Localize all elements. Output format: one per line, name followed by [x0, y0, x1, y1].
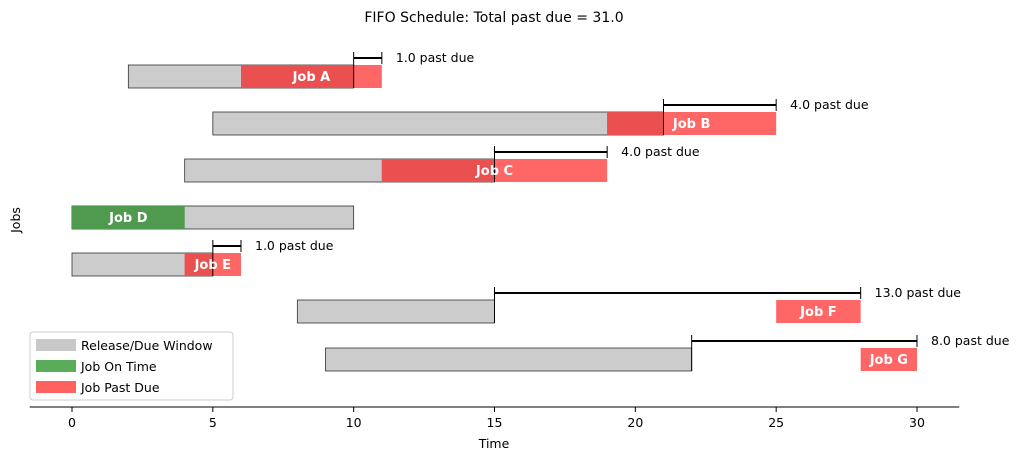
- job-g-execution-bar: [860, 348, 917, 371]
- job-b-window-bar: [212, 111, 664, 136]
- job-bars: 1.0 past due Job A 4.0 past due Job B 4.0 pa…: [71, 50, 1010, 372]
- job-e-overlap-bar: [184, 253, 213, 276]
- x-tick-label: 0: [68, 415, 76, 430]
- job-b-label: Job B: [672, 117, 711, 132]
- legend-label-release-due-window: Release/Due Window: [81, 338, 213, 353]
- legend-swatch-job-past-due: [36, 381, 76, 393]
- job-f-past-due-label: 13.0 past due: [875, 285, 962, 300]
- legend-label-job-on-time: Job On Time: [80, 359, 157, 374]
- legend-label-job-past-due: Job Past Due: [80, 380, 160, 395]
- job-g-label: Job G: [869, 353, 908, 368]
- job-d-execution-bar: [72, 206, 185, 229]
- job-d-label: Job D: [108, 211, 148, 226]
- job-c-overlap-bar: [381, 159, 495, 182]
- y-axis-label: Jobs: [8, 207, 23, 234]
- job-g-window-bar: [325, 347, 693, 372]
- job-g-past-due-label: 8.0 past due: [931, 333, 1010, 348]
- job-b-past-due-label: 4.0 past due: [790, 97, 869, 112]
- x-tick-label: 10: [346, 415, 362, 430]
- x-tick-label: 15: [487, 415, 503, 430]
- job-f-window-bar: [296, 299, 495, 324]
- x-tick-label: 20: [627, 415, 643, 430]
- legend-box: [29, 331, 234, 401]
- job-f-label: Job F: [799, 305, 836, 320]
- job-c-label: Job C: [475, 164, 513, 179]
- job-e-label: Job E: [194, 258, 231, 273]
- x-tick-label: 5: [209, 415, 217, 430]
- job-e-past-due-label: 1.0 past due: [255, 238, 334, 253]
- job-a-past-due-label: 1.0 past due: [396, 50, 475, 65]
- chart-title: FIFO Schedule: Total past due = 31.0: [364, 10, 623, 26]
- job-a-label: Job A: [292, 70, 331, 85]
- legend-swatch-release-due-window: [36, 339, 76, 351]
- job-c-past-due-label: 4.0 past due: [621, 144, 700, 159]
- x-tick-label: 30: [909, 415, 925, 430]
- x-tick-label: 25: [768, 415, 784, 430]
- job-b-overlap-bar: [607, 112, 664, 135]
- legend: Release/Due Window Job On Time Job Past Du…: [29, 331, 234, 401]
- x-axis: 0 5 10 15 20 25 30: [29, 406, 960, 430]
- job-a-overlap-bar: [241, 65, 354, 88]
- legend-swatch-job-on-time: [36, 360, 76, 372]
- x-axis-label: Time: [478, 436, 510, 451]
- job-f-execution-bar: [776, 300, 861, 323]
